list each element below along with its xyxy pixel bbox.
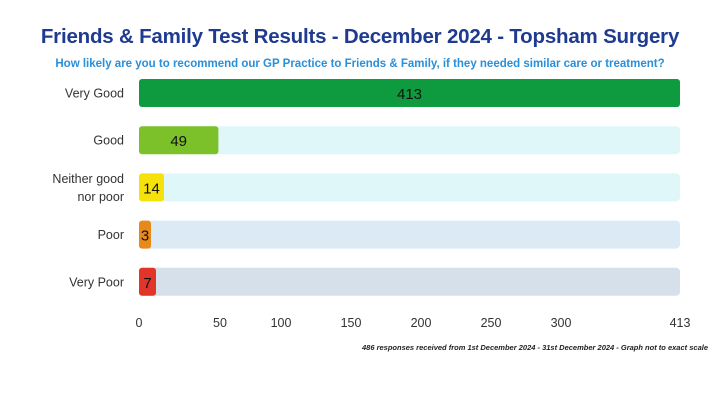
bar [139,220,151,249]
data-label: 3 [141,228,149,245]
data-label: 413 [397,86,422,103]
bar [139,267,156,296]
bar-track [139,173,680,202]
x-tick-label: 300 [551,316,572,330]
category-label: Poor [98,228,124,242]
bar-track [139,220,680,249]
chart-footnote: 486 responses received from 1st December… [361,343,708,352]
x-tick-label: 200 [411,316,432,330]
bar [139,79,680,107]
chart-subtitle: How likely are you to recommend our GP P… [55,58,665,70]
bar [139,173,164,202]
data-label: 7 [143,275,151,292]
bar [139,126,219,155]
bar-track [139,126,680,155]
bar-track [139,267,680,296]
category-label: Neither good [52,172,124,186]
category-label: Very Good [65,87,124,101]
x-tick-label: 100 [271,316,292,330]
data-label: 49 [170,133,187,150]
chart-title: Friends & Family Test Results - December… [40,25,680,48]
category-label: Good [93,134,124,148]
category-label: nor poor [77,190,124,204]
x-tick-label: 50 [213,316,227,330]
x-tick-label: 250 [481,316,502,330]
x-tick-label: 150 [341,316,362,330]
data-label: 14 [143,180,160,197]
x-tick-label: 0 [136,316,143,330]
category-label: Very Poor [69,275,124,289]
x-tick-label: 413 [670,316,691,330]
